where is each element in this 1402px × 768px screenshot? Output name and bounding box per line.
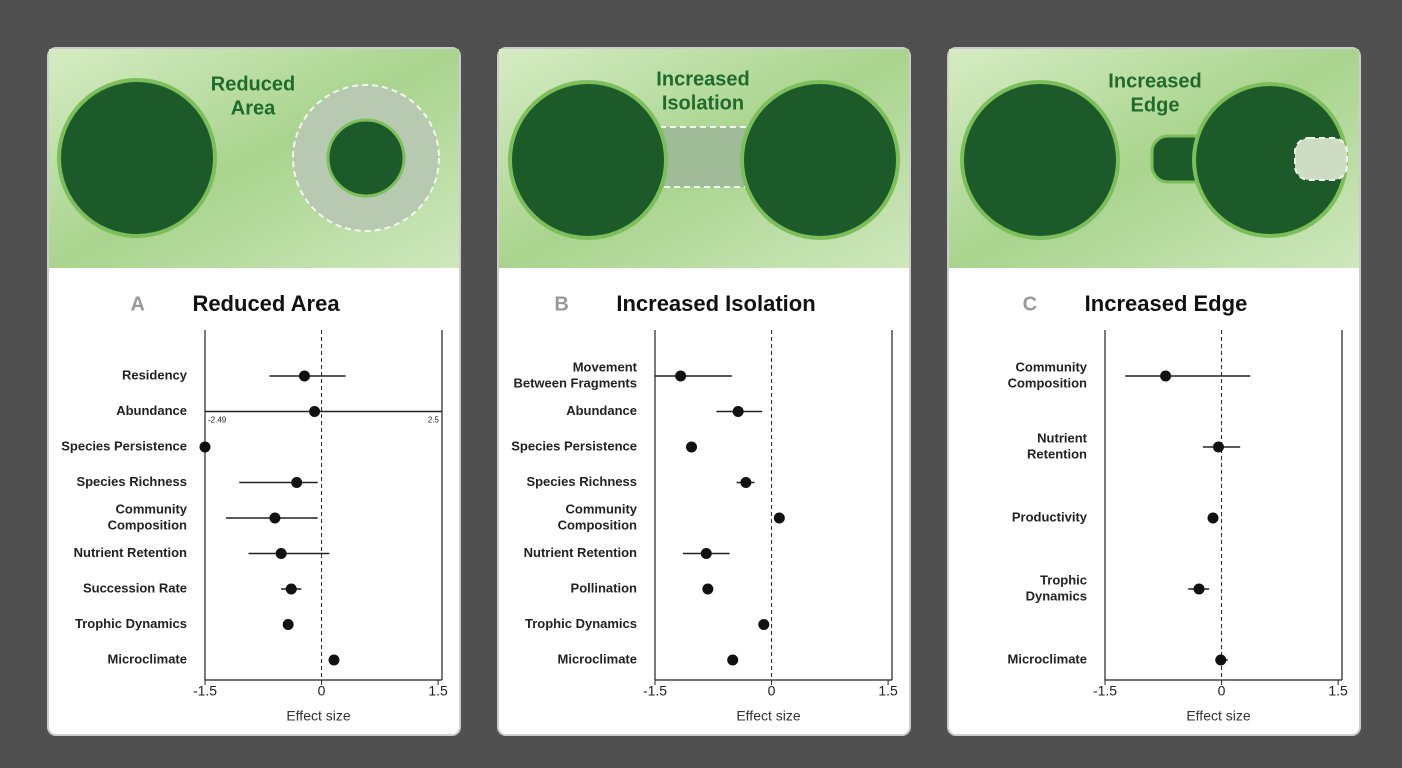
category-label: Succession Rate — [83, 580, 187, 595]
illustration-label: Edge — [1131, 94, 1180, 116]
effect-point — [727, 654, 739, 666]
forest-patch — [964, 84, 1116, 236]
effect-point — [199, 441, 211, 453]
x-tick-label: -1.5 — [1093, 683, 1117, 699]
category-label: Community — [116, 501, 188, 516]
x-tick-label: -1.5 — [643, 683, 667, 699]
x-tick-label: 0 — [1218, 683, 1226, 699]
forest-patch — [61, 82, 213, 234]
category-label: Microclimate — [558, 651, 637, 666]
category-label: Species Richness — [526, 474, 637, 489]
panel-letter: C — [1023, 293, 1037, 315]
effect-point — [686, 441, 698, 453]
effect-point — [700, 548, 712, 559]
illustration-label: Increased — [1108, 70, 1201, 92]
forest-patch — [744, 84, 896, 236]
effect-point — [732, 406, 744, 417]
ci-label: -2.49 — [208, 416, 227, 425]
x-axis-label: Effect size — [286, 708, 351, 724]
category-label: Composition — [558, 517, 637, 532]
category-label: Movement — [573, 359, 638, 374]
forest-patch — [1196, 86, 1344, 234]
effect-point — [740, 477, 752, 488]
effect-point — [675, 370, 687, 382]
illustration-label: Increased — [656, 68, 749, 90]
effect-point — [1207, 512, 1219, 524]
panel-letter: B — [554, 293, 568, 315]
illustration-label: Reduced — [211, 73, 295, 95]
effect-point — [328, 654, 340, 666]
x-tick-label: 0 — [768, 683, 776, 699]
x-axis-label: Effect size — [736, 708, 801, 724]
effect-point — [1212, 441, 1224, 453]
effect-point — [1215, 654, 1227, 666]
effect-point — [1160, 370, 1172, 382]
category-label: Community — [566, 501, 638, 516]
illustration-label: Area — [231, 97, 276, 119]
category-label: Nutrient Retention — [524, 545, 637, 560]
edge-cut — [1294, 137, 1348, 181]
x-tick-label: 0 — [318, 683, 326, 699]
effect-point — [1193, 583, 1205, 595]
category-label: Trophic Dynamics — [525, 616, 637, 631]
category-label: Pollination — [571, 580, 638, 595]
effect-point — [291, 477, 303, 488]
category-label: Community — [1016, 359, 1088, 374]
category-label: Trophic Dynamics — [75, 616, 187, 631]
panel-title: Increased Isolation — [616, 291, 815, 316]
ci-label: 2.5 — [428, 416, 440, 425]
category-label: Retention — [1027, 446, 1087, 461]
x-axis-label: Effect size — [1186, 708, 1251, 724]
illustration-label: Isolation — [662, 92, 744, 114]
panel-title: Reduced Area — [192, 291, 340, 316]
category-label: Abundance — [116, 403, 187, 418]
effect-point — [285, 583, 297, 595]
category-label: Productivity — [1012, 509, 1088, 524]
forest-patch — [512, 84, 664, 236]
effect-point — [282, 619, 294, 630]
category-label: Microclimate — [1008, 651, 1087, 666]
x-tick-label: 1.5 — [428, 683, 448, 699]
category-label: Composition — [1008, 375, 1087, 390]
effect-point — [702, 583, 714, 595]
category-label: Microclimate — [108, 651, 187, 666]
effect-point — [298, 370, 310, 382]
category-label: Species Persistence — [511, 438, 637, 453]
category-label: Abundance — [566, 403, 637, 418]
effect-point — [773, 512, 785, 524]
effect-point — [758, 619, 770, 630]
category-label: Nutrient — [1037, 430, 1088, 445]
forest-patch — [326, 118, 406, 198]
effect-point — [309, 406, 321, 417]
effect-point — [275, 548, 287, 559]
category-label: Between Fragments — [513, 375, 637, 390]
category-label: Residency — [122, 367, 188, 382]
x-tick-label: 1.5 — [1328, 683, 1348, 699]
category-label: Species Richness — [76, 474, 187, 489]
category-label: Trophic — [1040, 572, 1087, 587]
panel-letter: A — [130, 293, 144, 315]
x-tick-label: 1.5 — [878, 683, 898, 699]
effect-point — [269, 512, 281, 524]
category-label: Composition — [108, 517, 187, 532]
category-label: Dynamics — [1026, 588, 1087, 603]
category-label: Nutrient Retention — [74, 545, 187, 560]
category-label: Species Persistence — [61, 438, 187, 453]
x-tick-label: -1.5 — [193, 683, 217, 699]
panel-title: Increased Edge — [1085, 291, 1248, 316]
